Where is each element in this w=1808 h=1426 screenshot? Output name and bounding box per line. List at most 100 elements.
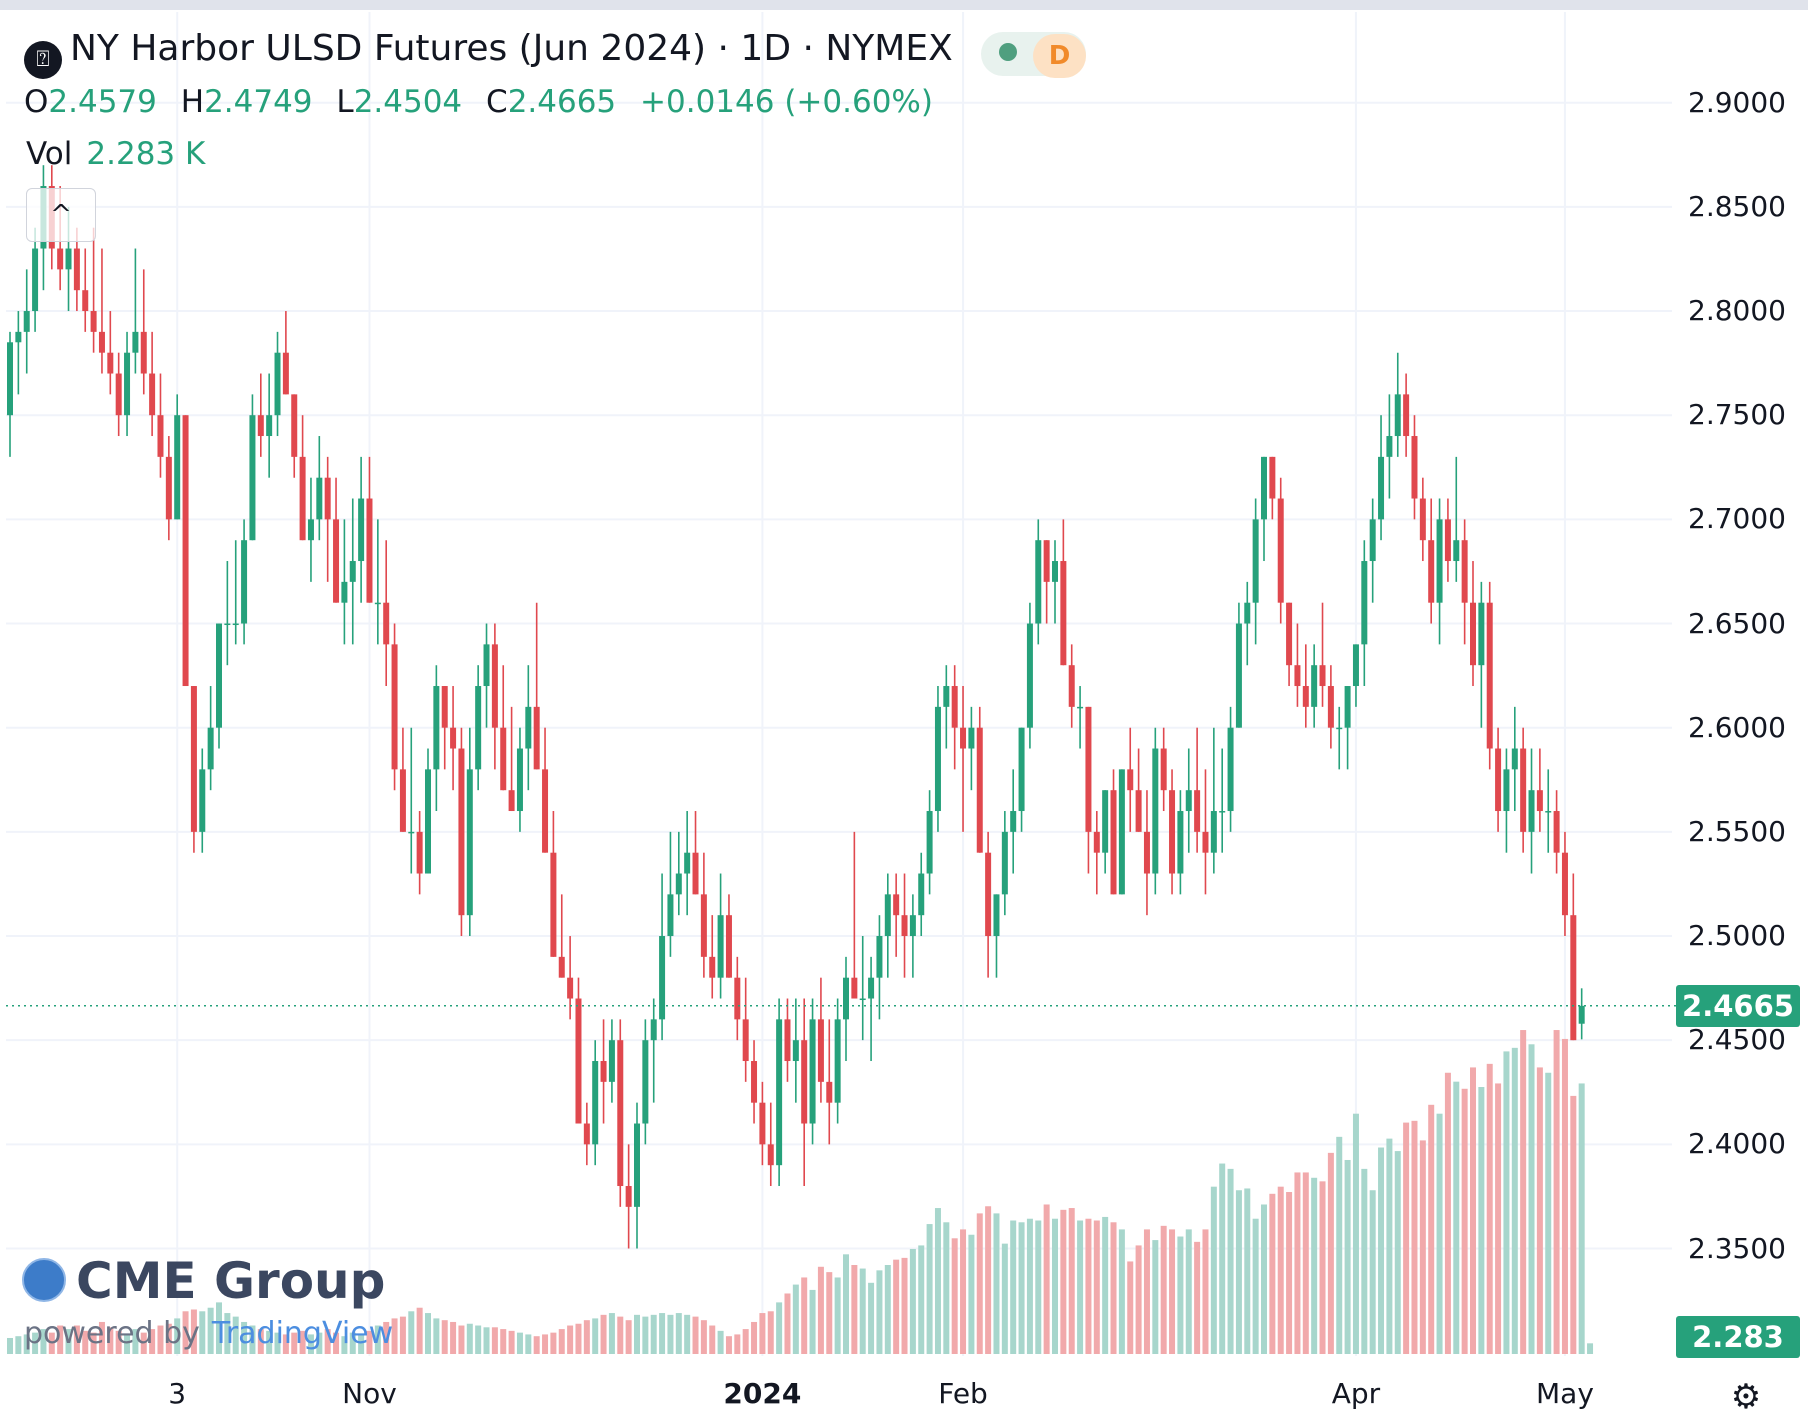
volume-bar (659, 1313, 666, 1354)
volume-bar (550, 1332, 557, 1354)
volume-bar (450, 1321, 457, 1354)
volume-readout: Vol 2.283 K (26, 136, 205, 172)
volume-bar (374, 1325, 381, 1354)
volume-bar (1169, 1229, 1176, 1354)
candle-body (1336, 727, 1343, 730)
volume-bar (1143, 1229, 1150, 1354)
candle-body (174, 415, 181, 520)
volume-bar (1536, 1067, 1543, 1354)
candle-body (1411, 436, 1418, 499)
volume-bar (1386, 1138, 1393, 1354)
time-tick-label: Nov (342, 1377, 397, 1410)
candle-body (1102, 790, 1109, 853)
candle-body (483, 644, 490, 687)
collapse-legend-button[interactable]: ^ (26, 188, 96, 242)
volume-bar (1587, 1343, 1594, 1354)
volume-bar (65, 1329, 72, 1354)
volume-bar (634, 1314, 640, 1354)
low-value: 2.4504 (353, 84, 463, 120)
candle-body (1470, 602, 1476, 666)
candle-body (617, 1040, 624, 1187)
cme-group-logo[interactable]: CME Group (22, 1252, 385, 1310)
volume-bar (115, 1330, 122, 1354)
volume-bar (316, 1332, 323, 1354)
volume-bar (876, 1270, 883, 1354)
candle-body (960, 727, 967, 749)
volume-bar (1219, 1163, 1226, 1354)
volume-bar (1252, 1218, 1259, 1354)
volume-bar (567, 1325, 574, 1354)
volume-bar (843, 1254, 849, 1354)
volume-bar (408, 1311, 415, 1354)
candle-body (1461, 540, 1468, 603)
volume-bar (859, 1268, 866, 1354)
candle-body (1010, 811, 1017, 832)
candle-body (1495, 748, 1502, 812)
candle-body (241, 540, 248, 624)
volume-bar (1453, 1081, 1460, 1354)
volume-bar (1018, 1222, 1025, 1354)
price-tick-label: 2.7500 (1688, 398, 1786, 432)
candle-body (1386, 436, 1393, 457)
candle-body (500, 727, 507, 791)
price-tick-label: 2.4000 (1688, 1127, 1786, 1161)
volume-bar (1052, 1218, 1058, 1354)
candle-body (140, 331, 147, 374)
candle-body (1545, 811, 1552, 813)
volume-bar (934, 1208, 941, 1354)
candle-body (1394, 394, 1401, 437)
high-value: 2.4749 (204, 84, 313, 120)
volume-bar (1035, 1220, 1042, 1354)
volume-bar (466, 1323, 473, 1354)
candle-body (224, 623, 231, 626)
candle-body (951, 686, 958, 728)
volume-bar (542, 1334, 549, 1354)
volume-bar (608, 1313, 615, 1354)
candle-body (1369, 519, 1376, 562)
time-tick-label: 3 (168, 1377, 187, 1410)
candle-body (1428, 540, 1435, 603)
last-volume-badge: 2.283 K (1676, 1316, 1800, 1396)
candle-body (475, 686, 482, 770)
volume-bar (1478, 1087, 1485, 1354)
candle-body (542, 769, 549, 853)
volume-bar (985, 1206, 992, 1354)
volume-bar (1269, 1193, 1276, 1354)
market-status-badge[interactable]: D (980, 32, 1087, 78)
volume-bar (667, 1314, 674, 1354)
powered-by-tradingview[interactable]: powered by TradingView (24, 1316, 393, 1351)
volume-bar (257, 1329, 264, 1354)
candle-body (1060, 561, 1067, 666)
volume-bar (951, 1238, 958, 1354)
price-tick-label: 2.5000 (1688, 919, 1786, 953)
volume-bar (1411, 1120, 1418, 1354)
volume-bar (57, 1325, 64, 1354)
volume-bar (441, 1320, 448, 1354)
candle-body (425, 769, 431, 874)
volume-label: Vol (26, 136, 73, 172)
candle-body (383, 602, 390, 645)
volume-bar (1578, 1083, 1585, 1354)
chart-settings-icon[interactable]: ⚙ (1730, 1377, 1762, 1417)
candle-body (1511, 748, 1518, 770)
candle-body (124, 352, 131, 416)
volume-bar (1361, 1168, 1368, 1354)
volume-bar (809, 1289, 816, 1354)
ohlc-readout: O2.4579 H2.4749 L2.4504 C2.4665 +0.0146 … (24, 84, 947, 120)
candle-body (700, 894, 707, 957)
volume-bar (433, 1318, 440, 1354)
candle-body (291, 394, 298, 457)
volume-bar (968, 1234, 975, 1354)
volume-bar (1026, 1218, 1033, 1354)
candle-body (1227, 727, 1234, 812)
volume-bar (1118, 1229, 1125, 1354)
volume-bar (1160, 1225, 1167, 1354)
candle-body (1026, 623, 1033, 728)
candle-body (558, 956, 565, 978)
candle-body (299, 456, 306, 541)
volume-bar (884, 1265, 891, 1354)
volume-bar (742, 1329, 749, 1354)
volume-bar (73, 1325, 80, 1354)
volume-bar (1068, 1208, 1075, 1354)
